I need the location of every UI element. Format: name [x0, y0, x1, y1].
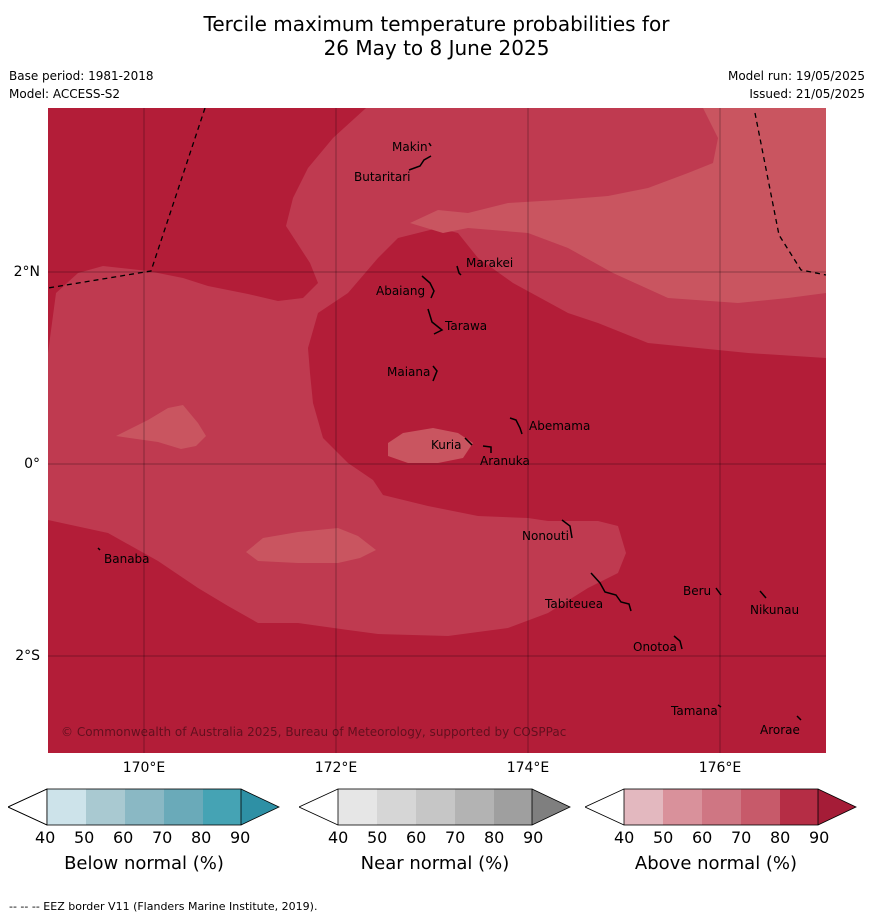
region-above-70-west: [116, 405, 206, 449]
place-label: Tamana: [670, 704, 718, 718]
tick-label: 50: [74, 828, 95, 847]
tick-label: 50: [653, 828, 674, 847]
chart-title: Tercile maximum temperature probabilitie…: [0, 12, 873, 60]
colorbar-swatch: [164, 789, 203, 825]
base-period: Base period: 1981-2018: [9, 69, 154, 83]
colorbar-swatch: [624, 789, 663, 825]
colorbar-swatch: [86, 789, 125, 825]
islands: [97, 142, 802, 721]
place-label: Abaiang: [376, 284, 425, 298]
region-above-70-center: [388, 428, 473, 463]
model-name: Model: ACCESS-S2: [9, 87, 121, 101]
legend-title-near: Near normal (%): [360, 853, 510, 874]
forecast-map: Makin Butaritari Marakei Abaiang Tarawa …: [48, 108, 826, 753]
tick-label: 70: [445, 828, 466, 847]
tick-label: 80: [484, 828, 505, 847]
region-above-70-north: [410, 108, 826, 303]
place-label: Butaritari: [354, 170, 411, 184]
lon-label: 170°E: [122, 760, 166, 776]
title-line-2: 26 May to 8 June 2025: [323, 36, 550, 60]
colorbar-swatch: [125, 789, 164, 825]
place-label: Maiana: [387, 365, 430, 379]
colorbar-swatch: [338, 789, 377, 825]
colorbar-above-normal: 40 50 60 70 80 90: [584, 788, 857, 847]
colorbar-swatch: [585, 789, 624, 825]
tick-label: 40: [35, 828, 56, 847]
place-label: Aranuka: [480, 454, 530, 468]
tick-label: 60: [113, 828, 134, 847]
colorbar-swatch: [7, 788, 48, 826]
colorbar-ticks: 40 50 60 70 80 90: [8, 828, 280, 848]
place-label: Kuria: [431, 438, 462, 452]
tick-label: 80: [770, 828, 791, 847]
graticule: [48, 108, 826, 753]
tick-label: 90: [523, 828, 544, 847]
tick-label: 60: [692, 828, 713, 847]
lat-label: 0°: [24, 456, 40, 472]
colorbar-swatch: [455, 789, 494, 825]
colorbar-swatch: [241, 789, 279, 825]
colorbar-above-svg: [584, 788, 857, 826]
place-label: Banaba: [104, 552, 150, 566]
place-label: Nonouti: [522, 529, 569, 543]
colorbar-ticks: 40 50 60 70 80 90: [299, 828, 571, 848]
lat-label: 2°S: [15, 648, 40, 664]
tick-label: 80: [191, 828, 212, 847]
tick-label: 60: [406, 828, 427, 847]
meta-right: Model run: 19/05/2025 Issued: 21/05/2025: [728, 67, 865, 103]
place-label: Arorae: [760, 723, 800, 737]
place-label: Nikunau: [750, 603, 799, 617]
colorbar-swatch: [494, 789, 532, 825]
place-label: Onotoa: [633, 640, 677, 654]
legend-title-above: Above normal (%): [634, 853, 798, 874]
tick-label: 40: [614, 828, 635, 847]
colorbar-swatch: [663, 789, 702, 825]
place-label: Makin: [392, 140, 428, 154]
legend-title-below: Below normal (%): [64, 853, 224, 874]
colorbar-near-normal: 40 50 60 70 80 90: [298, 788, 571, 847]
lon-label: 176°E: [698, 760, 742, 776]
colorbar-ticks: 40 50 60 70 80 90: [585, 828, 857, 848]
place-label: Tabiteuea: [544, 597, 603, 611]
place-label: Marakei: [466, 256, 513, 270]
meta-left: Base period: 1981-2018 Model: ACCESS-S2: [9, 67, 154, 103]
colorbar-swatch: [377, 789, 416, 825]
colorbar-swatch: [702, 789, 741, 825]
issued-date: Issued: 21/05/2025: [749, 87, 865, 101]
eez-footnote: -- -- -- EEZ border V11 (Flanders Marine…: [9, 900, 318, 913]
colorbar-near-svg: [298, 788, 571, 826]
tick-label: 90: [809, 828, 830, 847]
colorbar-swatch: [532, 789, 570, 825]
colorbar-swatch: [47, 789, 86, 825]
colorbar-below-svg: [7, 788, 280, 826]
colorbar-swatch: [780, 789, 818, 825]
tick-label: 70: [731, 828, 752, 847]
colorbar-swatch: [416, 789, 455, 825]
copyright-text: © Commonwealth of Australia 2025, Bureau…: [61, 725, 566, 739]
tick-label: 90: [230, 828, 251, 847]
eez-border: [48, 108, 826, 289]
model-run: Model run: 19/05/2025: [727, 69, 865, 83]
place-label: Tarawa: [444, 319, 487, 333]
title-line-1: Tercile maximum temperature probabilitie…: [203, 12, 670, 36]
colorbar-below-normal: 40 50 60 70 80 90: [7, 788, 280, 847]
colorbar-swatch: [299, 789, 338, 825]
colorbar-swatch: [741, 789, 780, 825]
place-label: Abemama: [529, 419, 590, 433]
lon-label: 172°E: [314, 760, 358, 776]
colorbar-swatch: [818, 789, 856, 825]
lat-label: 2°N: [13, 264, 40, 280]
tick-label: 50: [367, 828, 388, 847]
lon-label: 174°E: [506, 760, 550, 776]
region-above-70-south: [246, 528, 376, 563]
place-label: Beru: [683, 584, 711, 598]
tick-label: 40: [328, 828, 349, 847]
tick-label: 70: [152, 828, 173, 847]
colorbar-swatch: [203, 789, 241, 825]
